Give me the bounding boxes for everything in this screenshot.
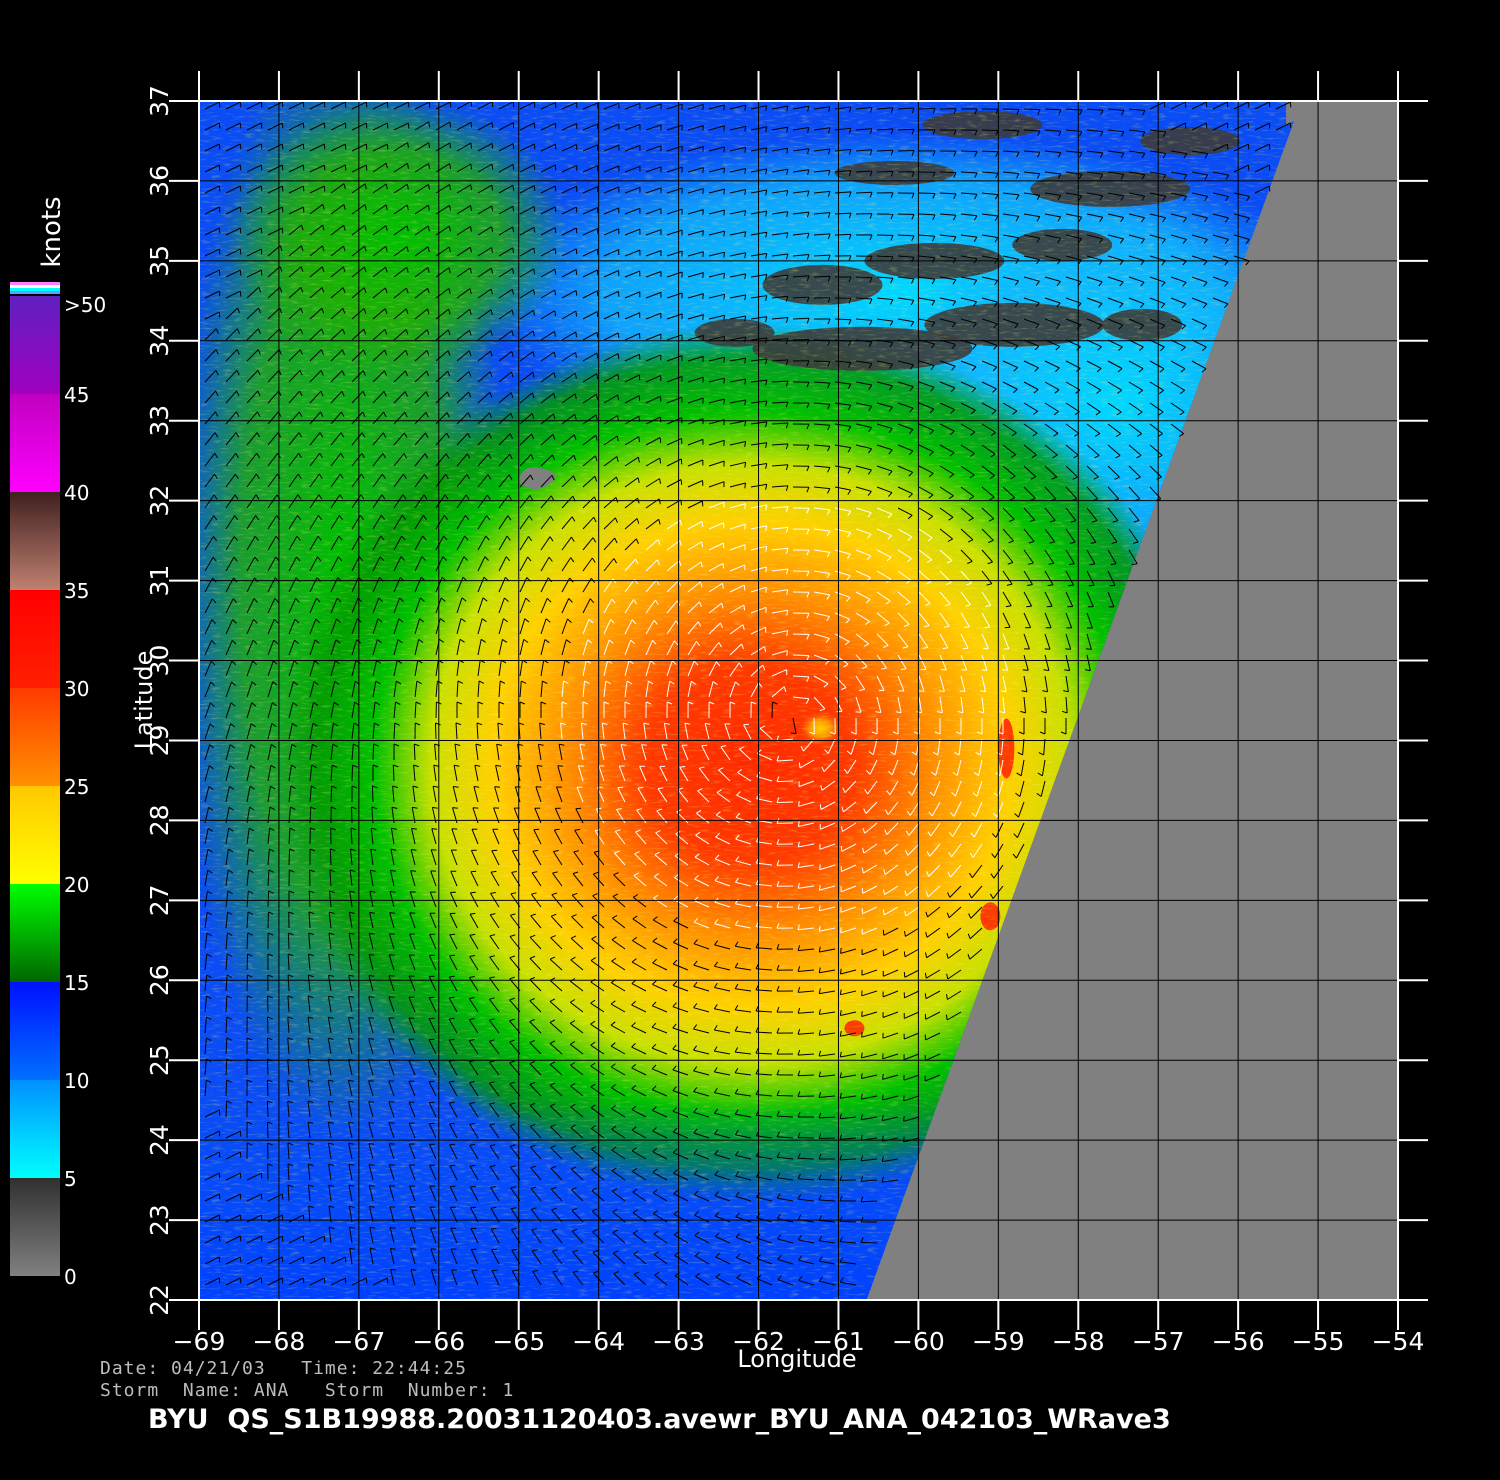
date-time-line: Date: 04/21/03 Time: 22:44:25: [100, 1358, 467, 1379]
latitude-tick-label: 26: [145, 964, 174, 996]
latitude-tick-labels: 22 23 24 25 26 27 28 29 30 31 32 33 34 35 36 37: [145, 85, 174, 1316]
latitude-tick-label: 28: [145, 804, 174, 836]
colorbar: [10, 282, 60, 1276]
wind-speed-field: [199, 101, 1398, 1300]
latitude-tick-label: 30: [145, 645, 174, 677]
colorbar-band: [10, 982, 60, 1080]
map-frame: [198, 100, 1399, 1301]
colorbar-band: [10, 296, 60, 394]
axis-ticks: [169, 71, 1428, 1330]
longitude-tick-label: −58: [1052, 1327, 1105, 1356]
colorbar-tick-label: 20: [64, 873, 89, 897]
longitude-tick-label: −54: [1372, 1327, 1425, 1356]
x-axis-label: Longitude: [737, 1345, 856, 1373]
y-axis-label: Latitude: [130, 651, 158, 750]
latitude-tick-label: 35: [145, 245, 174, 277]
longitude-tick-labels: −69 −68 −67 −66 −65 −64 −63 −62 −61 −60 −59 −58 −57−…: [173, 1327, 1425, 1356]
longitude-tick-label: −65: [492, 1327, 545, 1356]
lat-lon-grid: [198, 100, 1399, 1301]
colorbar-tick-label: 40: [64, 481, 89, 505]
longitude-tick-label: −68: [253, 1327, 306, 1356]
longitude-tick-label: −61: [812, 1327, 865, 1356]
colorbar-band: [10, 1080, 60, 1178]
latitude-tick-label: 32: [145, 485, 174, 517]
colorbar-tick-label: 30: [64, 677, 89, 701]
bermuda-land: [518, 467, 556, 490]
latitude-tick-label: 25: [145, 1044, 174, 1076]
product-filename: BYU QS_S1B19988.20031120403.avewr_BYU_AN…: [148, 1404, 1171, 1435]
colorbar-tick-label: 0: [64, 1265, 77, 1289]
latitude-tick-label: 23: [145, 1204, 174, 1236]
colorbar-band: [10, 394, 60, 492]
colorbar-tick-label: >50: [64, 293, 106, 317]
latitude-tick-label: 22: [145, 1284, 174, 1316]
latitude-tick-label: 36: [145, 165, 174, 197]
longitude-tick-label: −60: [892, 1327, 945, 1356]
longitude-tick-label: −57: [1132, 1327, 1185, 1356]
colorbar-tick-label: 35: [64, 579, 89, 603]
colorbar-labels: 0 5 10 15 20 25 30 35 40 45 >50: [64, 293, 106, 1289]
longitude-tick-label: −59: [972, 1327, 1025, 1356]
colorbar-band: [10, 590, 60, 688]
latitude-tick-label: 33: [145, 405, 174, 437]
colorbar-tick-label: 15: [64, 971, 89, 995]
latitude-tick-label: 27: [145, 884, 174, 916]
longitude-tick-label: −62: [732, 1327, 785, 1356]
longitude-tick-label: −69: [173, 1327, 226, 1356]
longitude-tick-label: −67: [332, 1327, 385, 1356]
colorbar-band: [10, 688, 60, 786]
longitude-tick-label: −56: [1212, 1327, 1265, 1356]
latitude-tick-label: 37: [145, 85, 174, 117]
colorbar-unit-label: knots: [37, 196, 67, 267]
latitude-tick-label: 31: [145, 565, 174, 597]
storm-name-line: Storm Name: ANA Storm Number: 1: [100, 1380, 515, 1401]
colorbar-band: [10, 492, 60, 590]
latitude-tick-label: 24: [145, 1124, 174, 1156]
longitude-tick-label: −66: [412, 1327, 465, 1356]
colorbar-tick-label: 45: [64, 383, 89, 407]
latitude-tick-label: 34: [145, 325, 174, 357]
longitude-tick-label: −64: [572, 1327, 625, 1356]
colorbar-tick-label: 10: [64, 1069, 89, 1093]
colorbar-band: [10, 1178, 60, 1276]
longitude-tick-label: −63: [652, 1327, 705, 1356]
colorbar-tick-label: 5: [64, 1167, 77, 1191]
colorbar-band: [10, 786, 60, 884]
colorbar-tick-label: 25: [64, 775, 89, 799]
longitude-tick-label: −55: [1292, 1327, 1345, 1356]
colorbar-band: [10, 884, 60, 982]
latitude-tick-label: 29: [145, 725, 174, 757]
wind-barbs: [204, 100, 1292, 1286]
